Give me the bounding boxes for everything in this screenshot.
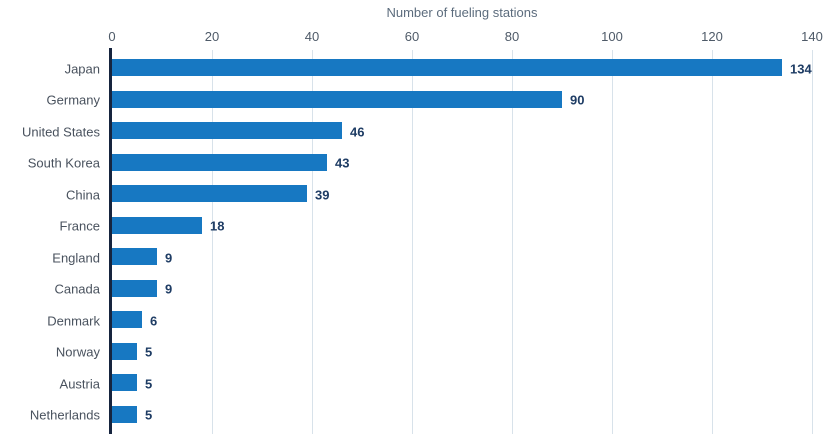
- gridline: [812, 50, 813, 434]
- plot-area: 134 90 46 43 39 18 9 9 6 5 5 5: [112, 50, 813, 434]
- category-label: Norway: [55, 344, 100, 360]
- bar: [112, 185, 307, 203]
- x-tick-label: 80: [504, 29, 520, 44]
- value-label: 90: [570, 92, 585, 108]
- value-label: 39: [315, 187, 330, 203]
- gridline: [512, 50, 513, 434]
- value-label: 9: [165, 281, 173, 297]
- x-tick-label: 40: [304, 29, 320, 44]
- category-label: Germany: [46, 92, 100, 108]
- category-label: United States: [21, 124, 100, 140]
- category-label: France: [59, 218, 100, 234]
- x-tick-label: 120: [701, 29, 723, 44]
- gridline: [712, 50, 713, 434]
- category-label: China: [66, 187, 100, 203]
- bar: [112, 279, 157, 297]
- y-axis-line: [109, 48, 112, 434]
- category-label: Netherlands: [29, 407, 100, 423]
- category-labels: Japan Germany United States South Korea Chin…: [0, 0, 100, 443]
- x-tick-label: 60: [404, 29, 420, 44]
- x-tick-label: 100: [601, 29, 623, 44]
- value-label: 5: [145, 376, 153, 392]
- bar: [112, 342, 137, 360]
- value-label: 134: [790, 61, 812, 77]
- bar: [112, 216, 202, 234]
- bar: [112, 311, 142, 329]
- x-tick-label: 140: [801, 29, 823, 44]
- category-label: Denmark: [47, 313, 100, 329]
- x-tick-label: 0: [108, 29, 116, 44]
- bar: [112, 90, 562, 108]
- x-axis: 0 20 40 60 80 100 120 140: [108, 29, 822, 45]
- value-label: 9: [165, 250, 173, 266]
- value-label: 6: [150, 313, 158, 329]
- category-label: Japan: [64, 61, 100, 77]
- x-tick-label: 20: [204, 29, 220, 44]
- bar: [112, 405, 137, 423]
- value-label: 5: [145, 407, 153, 423]
- category-label: Canada: [54, 281, 100, 297]
- value-label: 46: [350, 124, 365, 140]
- category-label: Austria: [59, 376, 100, 392]
- bar: [112, 248, 157, 266]
- value-label: 18: [210, 218, 225, 234]
- value-label: 5: [145, 344, 153, 360]
- bar: [112, 374, 137, 392]
- category-label: South Korea: [27, 155, 100, 171]
- gridline: [212, 50, 213, 434]
- category-label: England: [52, 250, 100, 266]
- bar: [112, 59, 782, 77]
- bar: [112, 153, 327, 171]
- gridline: [312, 50, 313, 434]
- gridline: [612, 50, 613, 434]
- gridline: [412, 50, 413, 434]
- bar: [112, 122, 342, 140]
- value-label: 43: [335, 155, 350, 171]
- x-axis-title: Number of fueling stations: [386, 5, 538, 20]
